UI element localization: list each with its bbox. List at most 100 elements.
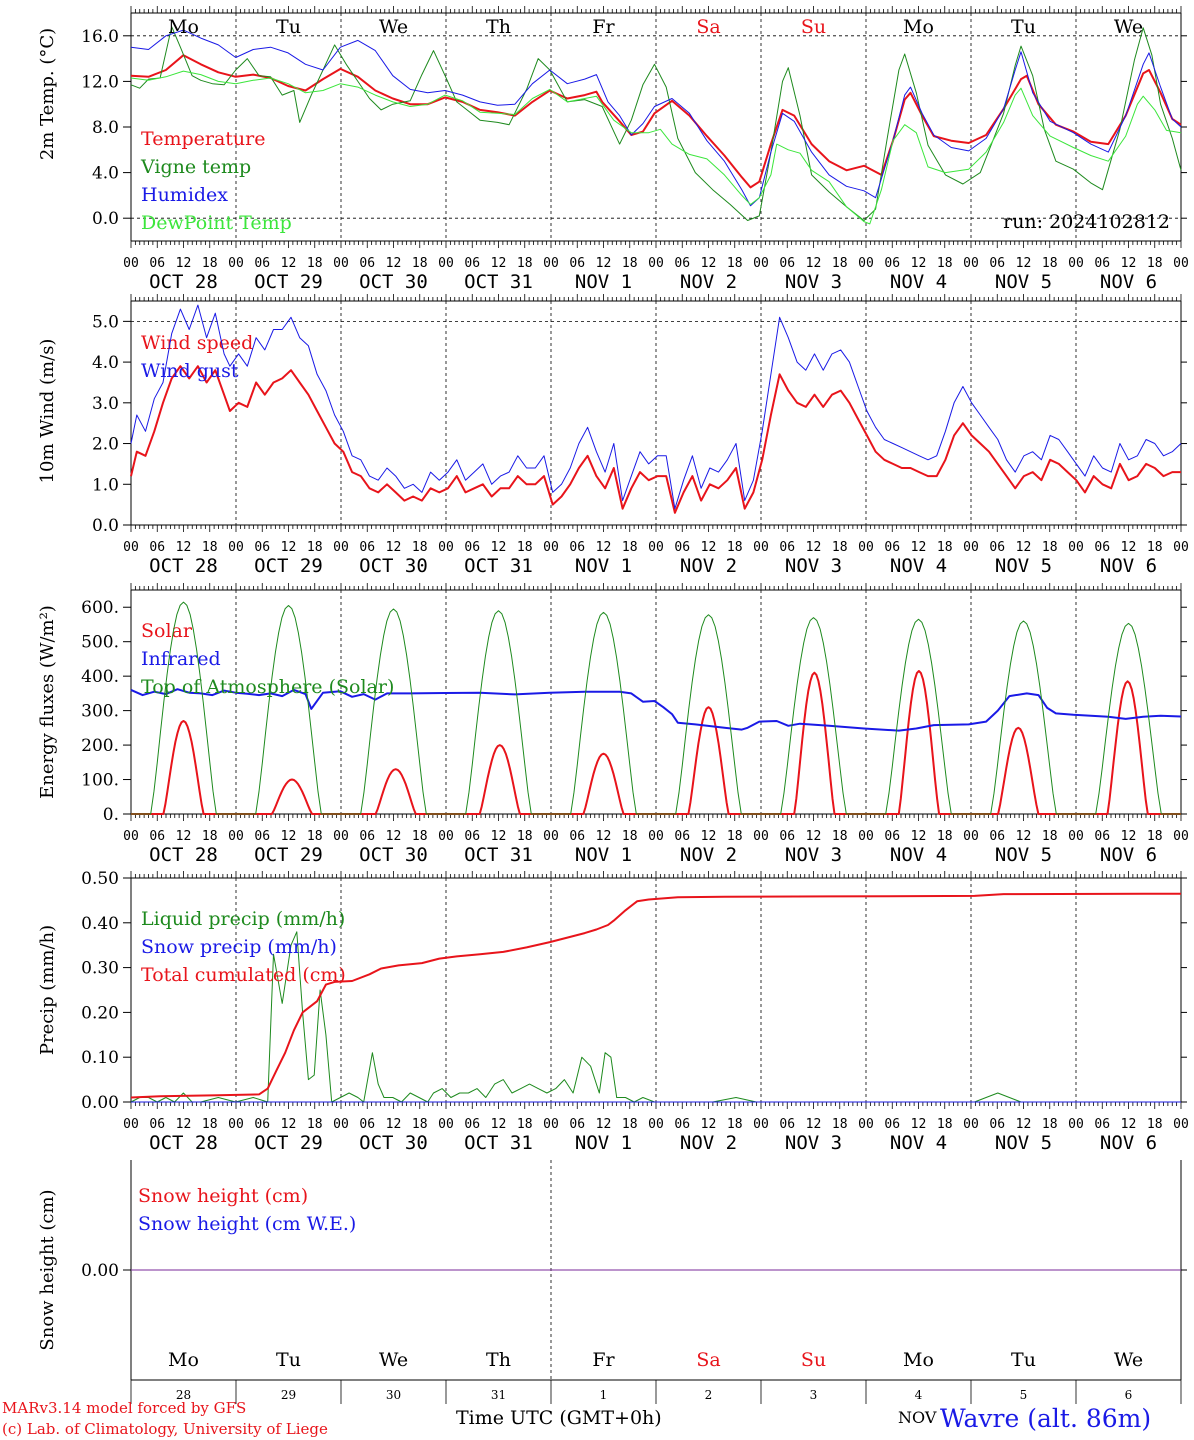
hour-tick-label: 18 — [622, 829, 638, 844]
footer: MARv3.14 model forced by GFS (c) Lab. of… — [2, 1399, 1151, 1438]
hour-tick-label: 00 — [228, 540, 244, 555]
hour-tick-label: 06 — [569, 540, 585, 555]
hour-tick-label: 12 — [911, 256, 927, 271]
hour-tick-label: 00 — [963, 540, 979, 555]
hour-tick-label: 12 — [701, 256, 717, 271]
hour-tick-label: 18 — [307, 1117, 323, 1132]
y-tick-label: 400. — [81, 667, 119, 687]
y-tick-label: 100. — [81, 771, 119, 791]
date-label: NOV 6 — [1100, 844, 1157, 866]
weekday-label: Su — [801, 1349, 826, 1371]
legend-entry: Snow precip (mm/h) — [141, 936, 337, 958]
date-label: NOV 4 — [890, 844, 947, 866]
hour-tick-label: 18 — [727, 256, 743, 271]
hour-tick-label: 00 — [963, 829, 979, 844]
hour-tick-label: 12 — [491, 1117, 507, 1132]
legend-entry: Solar — [141, 620, 193, 642]
date-label: NOV 4 — [890, 555, 947, 577]
y-tick-label: 0.40 — [81, 914, 119, 934]
weekday-label: Mo — [903, 16, 934, 38]
y-tick-label: 3.0 — [92, 394, 119, 414]
hour-tick-label: 12 — [1016, 540, 1032, 555]
hour-tick-label: 12 — [701, 540, 717, 555]
hour-tick-label: 12 — [176, 256, 192, 271]
hour-tick-label: 12 — [596, 1117, 612, 1132]
series-line-vigne-temp — [130, 26, 1182, 221]
panel-5: 0.00 Snow height (cm) Snow height (cm) Snow… — [37, 1160, 1187, 1404]
hour-tick-label: 18 — [412, 1117, 428, 1132]
hour-tick-label: 18 — [622, 256, 638, 271]
hour-tick-label: 12 — [281, 256, 297, 271]
date-label: OCT 31 — [464, 555, 533, 577]
day-number-label: 6 — [1125, 1388, 1133, 1402]
hour-tick-label: 00 — [753, 1117, 769, 1132]
hour-tick-label: 12 — [281, 540, 297, 555]
date-label: OCT 30 — [359, 555, 428, 577]
hour-tick-label: 00 — [1068, 540, 1084, 555]
date-label: NOV 1 — [575, 844, 632, 866]
footer-model: MARv3.14 model forced by GFS — [2, 1399, 246, 1417]
date-label: OCT 28 — [149, 1132, 218, 1154]
legend-entry: Wind speed — [141, 332, 253, 354]
hour-tick-label: 00 — [648, 829, 664, 844]
y-axis-label: Snow height (cm) — [37, 1189, 58, 1350]
legend-entry: Snow height (cm W.E.) — [138, 1213, 356, 1235]
hour-tick-label: 12 — [1016, 829, 1032, 844]
hour-tick-label: 12 — [806, 829, 822, 844]
hour-tick-label: 00 — [543, 829, 559, 844]
hour-tick-label: 00 — [858, 256, 874, 271]
hour-tick-label: 00 — [963, 256, 979, 271]
hour-tick-label: 06 — [989, 540, 1005, 555]
hour-tick-label: 06 — [149, 829, 165, 844]
hour-tick-label: 00 — [1068, 1117, 1084, 1132]
y-tick-label: 4.0 — [92, 164, 119, 184]
date-label: OCT 31 — [464, 271, 533, 293]
weekday-label: Sa — [696, 1349, 720, 1371]
hour-tick-label: 18 — [202, 1117, 218, 1132]
hour-tick-label: 00 — [438, 829, 454, 844]
date-label: NOV 1 — [575, 271, 632, 293]
hour-tick-label: 12 — [491, 540, 507, 555]
hour-tick-label: 18 — [307, 829, 323, 844]
legend-entry: Top of Atmosphere (Solar) — [141, 676, 394, 698]
hour-tick-label: 06 — [464, 829, 480, 844]
y-tick-label: 4.0 — [92, 353, 119, 373]
hour-tick-label: 06 — [149, 1117, 165, 1132]
hour-tick-label: 18 — [1147, 829, 1163, 844]
hour-tick-label: 06 — [254, 256, 270, 271]
hour-tick-label: 12 — [491, 829, 507, 844]
hour-tick-label: 18 — [412, 256, 428, 271]
day-number-label: 30 — [386, 1388, 401, 1402]
y-tick-label: 1.0 — [92, 475, 119, 495]
weekday-label: We — [379, 1349, 408, 1371]
hour-tick-label: 18 — [517, 1117, 533, 1132]
hour-tick-label: 06 — [674, 540, 690, 555]
hour-tick-label: 06 — [1094, 540, 1110, 555]
y-tick-label: 500. — [81, 633, 119, 653]
legend-entry: Liquid precip (mm/h) — [141, 908, 345, 930]
hour-tick-label: 18 — [622, 1117, 638, 1132]
hour-tick-label: 18 — [202, 256, 218, 271]
hour-tick-label: 00 — [858, 1117, 874, 1132]
weekday-label: Tu — [276, 1349, 301, 1371]
date-label: NOV 3 — [785, 271, 842, 293]
x-axis-label: Time UTC (GMT+0h) — [456, 1407, 662, 1429]
hour-tick-label: 18 — [727, 1117, 743, 1132]
hour-tick-label: 06 — [254, 1117, 270, 1132]
hour-tick-label: 06 — [359, 1117, 375, 1132]
hour-tick-label: 06 — [884, 540, 900, 555]
date-label: NOV 2 — [680, 271, 737, 293]
hour-tick-label: 00 — [753, 256, 769, 271]
hour-tick-label: 18 — [727, 829, 743, 844]
series-line-dewpoint-temp — [130, 70, 1182, 225]
hour-tick-label: 18 — [727, 540, 743, 555]
hour-tick-label: 00 — [753, 540, 769, 555]
hour-tick-label: 12 — [596, 540, 612, 555]
hour-tick-label: 06 — [884, 256, 900, 271]
hour-tick-label: 06 — [989, 829, 1005, 844]
day-number-label: 31 — [491, 1388, 506, 1402]
weekday-label: Tu — [1011, 16, 1036, 38]
hour-tick-label: 06 — [989, 1117, 1005, 1132]
y-tick-label: 0.20 — [81, 1003, 119, 1023]
day-number-label: 2 — [705, 1388, 713, 1402]
